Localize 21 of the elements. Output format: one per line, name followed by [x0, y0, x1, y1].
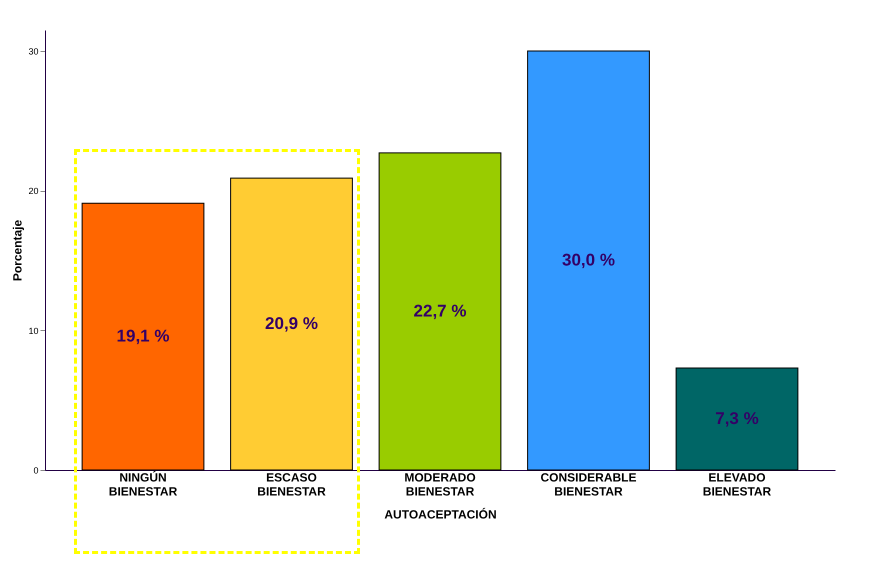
x-tick-label: ESCASO BIENESTAR: [257, 470, 326, 498]
bar: [230, 178, 353, 470]
data-label: 20,9 %: [265, 314, 318, 334]
x-tick-label: CONSIDERABLE BIENESTAR: [540, 470, 637, 498]
bar: [82, 202, 204, 470]
bar: [676, 368, 798, 470]
bar: [527, 50, 650, 470]
data-label: 22,7 %: [414, 301, 466, 320]
y-axis-title: Porcentaje: [10, 219, 24, 282]
x-tick-label: NINGÚN BIENESTAR: [108, 470, 178, 498]
data-label: 19,1 %: [116, 326, 170, 346]
y-tick-label: 10: [28, 326, 38, 336]
bar: [378, 152, 502, 470]
data-label: 7,3 %: [715, 409, 759, 428]
y-tick-label: 20: [28, 186, 38, 196]
x-axis-title: AUTOACEPTACIÓN: [384, 508, 497, 522]
y-tick-label: 30: [28, 46, 38, 56]
x-tick-label: ELEVADO BIENESTAR: [702, 470, 772, 498]
x-tick-label: MODERADO BIENESTAR: [404, 470, 476, 498]
data-label: 30,0 %: [562, 250, 615, 270]
y-tick-label: 0: [33, 466, 38, 476]
